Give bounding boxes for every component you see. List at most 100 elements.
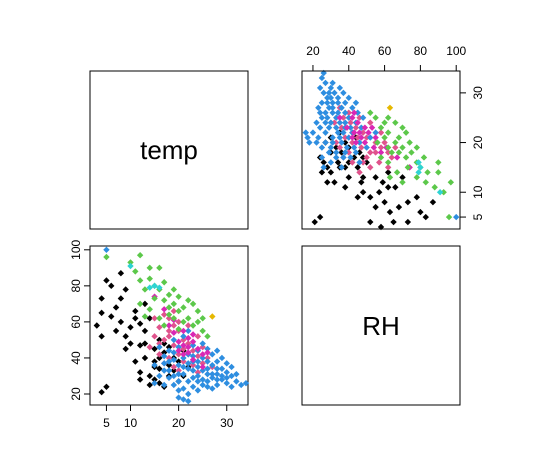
scatter-point [160, 349, 168, 356]
scatter-point [402, 154, 410, 161]
scatter-point [331, 89, 338, 97]
scatter-point [363, 134, 370, 141]
scatter-point [185, 390, 192, 398]
scatter-point [358, 134, 365, 141]
scatter-point [376, 189, 383, 196]
scatter-point [189, 383, 197, 390]
scatter-point [324, 179, 331, 186]
scatter-point [108, 313, 115, 320]
scatter-point [108, 282, 115, 290]
scatter-point [381, 134, 388, 141]
scatter-point [160, 306, 168, 313]
scatter-point [151, 295, 158, 302]
scatter-point [146, 275, 153, 282]
scatter-point [336, 114, 344, 121]
scatter-point [175, 347, 182, 354]
scatter-point [399, 179, 406, 186]
panel-scatter-temp-vs-rh: 5 10 20 30 20 40 60 80 100 [69, 239, 250, 430]
scatter-points-bottom-left [93, 246, 250, 405]
scatter-point [333, 124, 340, 131]
scatter-point [313, 139, 320, 146]
scatter-point [322, 109, 329, 116]
scatter-point [180, 333, 187, 340]
scatter-point [404, 198, 412, 206]
scatter-point [156, 264, 163, 272]
scatter-point [386, 104, 394, 111]
scatter-point [132, 358, 139, 365]
scatter-point [435, 159, 442, 166]
scatter-point [352, 124, 360, 131]
scatter-point [151, 379, 158, 387]
scatter-point [156, 351, 163, 358]
scatter-point [341, 134, 349, 141]
scatter-point [384, 164, 392, 171]
scatter-point [204, 333, 211, 340]
scatter-point [320, 164, 327, 171]
scatter-point [370, 144, 378, 151]
scatter-point [404, 164, 412, 171]
tick-label-rh: 100 [446, 44, 466, 58]
scatter-point [151, 315, 158, 322]
scatter-point [445, 213, 453, 221]
scatter-point [377, 144, 385, 151]
scatter-point [384, 169, 392, 176]
scatter-point [136, 376, 144, 383]
scatter-point [320, 159, 327, 166]
scatter-point [453, 213, 460, 221]
scatter-point [384, 184, 392, 191]
scatter-point [358, 124, 365, 131]
scatter-point [388, 154, 395, 161]
scatter-point [315, 134, 322, 141]
scatter-point [160, 340, 168, 347]
scatter-point [199, 343, 206, 351]
axis-bottom-temp: 5 10 20 30 [103, 404, 234, 430]
scatter-point [367, 193, 374, 201]
scatter-point [213, 347, 221, 354]
scatter-point [165, 304, 173, 311]
scatter-point [175, 318, 182, 326]
scatter-point [356, 139, 363, 146]
scatter-point [175, 358, 182, 365]
scatter-point [420, 154, 428, 161]
scatter-point [381, 139, 388, 146]
scatter-point [160, 279, 168, 286]
scatter-point [329, 109, 336, 116]
scatter-point [132, 268, 139, 275]
scatter-point [316, 213, 324, 221]
scatter-point [334, 94, 342, 102]
scatter-point [341, 139, 349, 146]
scatter-point [165, 374, 173, 381]
scatter-point [204, 378, 211, 385]
scatter-point [365, 129, 372, 136]
scatter-point [180, 354, 187, 362]
scatter-point [350, 129, 358, 136]
scatter-point [352, 139, 360, 146]
scatter-point [223, 379, 230, 387]
scatter-point [349, 134, 356, 141]
scatter-point [341, 109, 349, 116]
scatter-point [185, 322, 192, 329]
scatter-point [98, 388, 105, 396]
scatter-point [170, 329, 178, 336]
scatter-point [223, 360, 230, 367]
scatter-point [209, 351, 216, 358]
scatter-point [180, 370, 187, 378]
scatter-point [386, 174, 394, 181]
scatter-point [341, 149, 349, 156]
axis-top-rh: 20 40 60 80 100 [306, 44, 467, 72]
scatter-point [170, 349, 178, 356]
scatter-point [372, 174, 379, 181]
scatter-point [237, 381, 245, 389]
scatter-point [136, 252, 144, 259]
scatter-point [194, 363, 202, 371]
panel-diag-rh: RH [301, 245, 461, 406]
tick-label-rh: 60 [378, 44, 392, 58]
scatter-point [359, 129, 367, 136]
scatter-point [372, 134, 379, 141]
scatter-point [325, 89, 333, 97]
scatter-point [189, 347, 197, 354]
scatter-point [127, 324, 134, 331]
scatter-point [347, 119, 354, 126]
scatter-point [329, 134, 336, 141]
scatter-point [379, 179, 386, 186]
